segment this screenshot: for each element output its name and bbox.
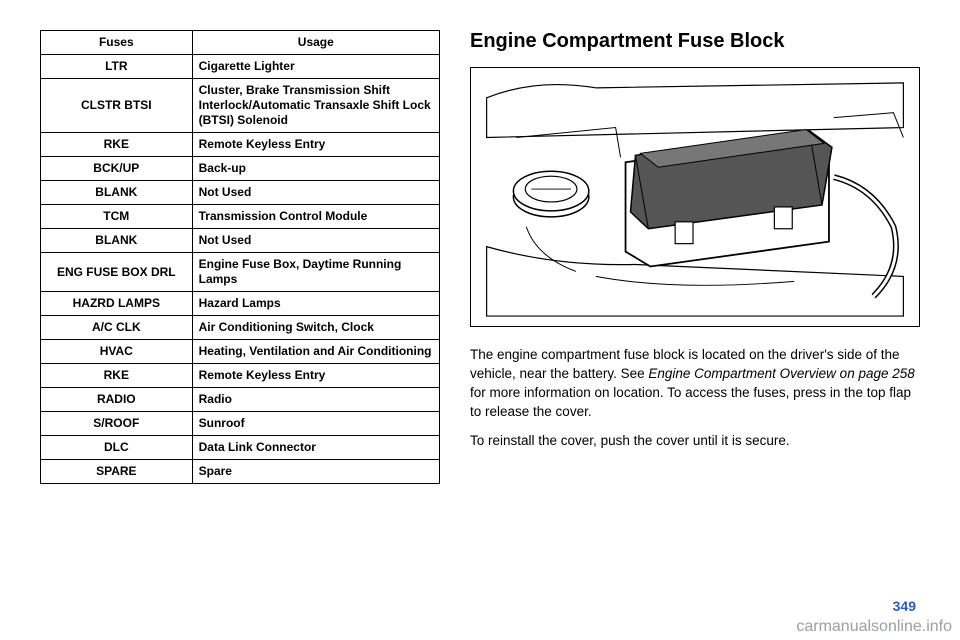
engine-fuse-block-illustration <box>470 67 920 327</box>
usage-cell: Data Link Connector <box>192 436 439 460</box>
fuse-table: Fuses Usage LTRCigarette Lighter CLSTR B… <box>40 30 440 484</box>
fuse-cell: CLSTR BTSI <box>41 79 193 133</box>
table-row: RADIORadio <box>41 388 440 412</box>
table-row: DLCData Link Connector <box>41 436 440 460</box>
fuse-cell: TCM <box>41 205 193 229</box>
table-row: BCK/UPBack-up <box>41 157 440 181</box>
table-header-row: Fuses Usage <box>41 31 440 55</box>
usage-cell: Air Conditioning Switch, Clock <box>192 316 439 340</box>
table-row: BLANKNot Used <box>41 181 440 205</box>
fuse-cell: A/C CLK <box>41 316 193 340</box>
fuse-cell: HVAC <box>41 340 193 364</box>
fuse-cell: ENG FUSE BOX DRL <box>41 253 193 292</box>
fuse-cell: BLANK <box>41 181 193 205</box>
table-row: ENG FUSE BOX DRLEngine Fuse Box, Daytime… <box>41 253 440 292</box>
right-column: Engine Compartment Fuse Block <box>470 30 920 484</box>
fuse-cell: HAZRD LAMPS <box>41 292 193 316</box>
usage-cell: Remote Keyless Entry <box>192 133 439 157</box>
table-row: A/C CLKAir Conditioning Switch, Clock <box>41 316 440 340</box>
usage-cell: Remote Keyless Entry <box>192 364 439 388</box>
usage-cell: Not Used <box>192 181 439 205</box>
table-row: HAZRD LAMPSHazard Lamps <box>41 292 440 316</box>
usage-cell: Transmission Control Module <box>192 205 439 229</box>
table-row: RKERemote Keyless Entry <box>41 364 440 388</box>
usage-cell: Sunroof <box>192 412 439 436</box>
table-row: CLSTR BTSICluster, Brake Transmission Sh… <box>41 79 440 133</box>
usage-cell: Spare <box>192 460 439 484</box>
fuse-cell: RKE <box>41 364 193 388</box>
watermark: carmanualsonline.info <box>796 618 952 636</box>
table-row: SPARESpare <box>41 460 440 484</box>
para1-cross-ref: Engine Compartment Overview on page 258 <box>648 366 914 381</box>
usage-cell: Not Used <box>192 229 439 253</box>
header-usage: Usage <box>192 31 439 55</box>
body-paragraph-2: To reinstall the cover, push the cover u… <box>470 432 920 451</box>
section-title: Engine Compartment Fuse Block <box>470 30 920 53</box>
fuse-cell: RADIO <box>41 388 193 412</box>
page-container: Fuses Usage LTRCigarette Lighter CLSTR B… <box>0 0 960 494</box>
fuse-cell: BLANK <box>41 229 193 253</box>
usage-cell: Back-up <box>192 157 439 181</box>
usage-cell: Heating, Ventilation and Air Conditionin… <box>192 340 439 364</box>
usage-cell: Hazard Lamps <box>192 292 439 316</box>
fuse-cell: BCK/UP <box>41 157 193 181</box>
left-column: Fuses Usage LTRCigarette Lighter CLSTR B… <box>40 30 440 484</box>
usage-cell: Cluster, Brake Transmission Shift Interl… <box>192 79 439 133</box>
usage-cell: Cigarette Lighter <box>192 55 439 79</box>
table-row: LTRCigarette Lighter <box>41 55 440 79</box>
para1-post: for more information on location. To acc… <box>470 385 911 419</box>
fuse-cell: RKE <box>41 133 193 157</box>
body-paragraph-1: The engine compartment fuse block is loc… <box>470 346 920 422</box>
table-row: HVACHeating, Ventilation and Air Conditi… <box>41 340 440 364</box>
fuse-cell: DLC <box>41 436 193 460</box>
usage-cell: Radio <box>192 388 439 412</box>
table-row: TCMTransmission Control Module <box>41 205 440 229</box>
table-row: BLANKNot Used <box>41 229 440 253</box>
fuse-cell: LTR <box>41 55 193 79</box>
table-row: RKERemote Keyless Entry <box>41 133 440 157</box>
usage-cell: Engine Fuse Box, Daytime Running Lamps <box>192 253 439 292</box>
table-row: S/ROOFSunroof <box>41 412 440 436</box>
header-fuses: Fuses <box>41 31 193 55</box>
fuse-cell: SPARE <box>41 460 193 484</box>
fuse-cell: S/ROOF <box>41 412 193 436</box>
page-number: 349 <box>893 598 916 614</box>
